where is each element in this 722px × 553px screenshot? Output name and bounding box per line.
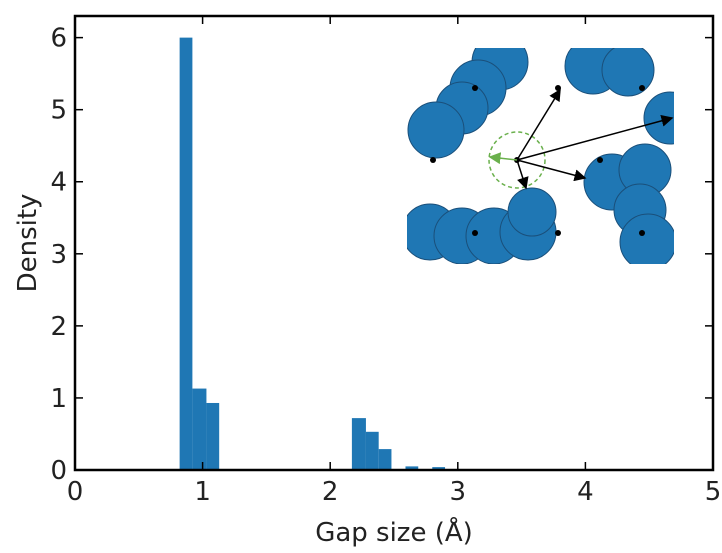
y-tick-label: 3 bbox=[50, 240, 67, 270]
bars bbox=[179, 37, 446, 470]
bar bbox=[179, 37, 193, 470]
y-tick-label: 0 bbox=[50, 456, 67, 486]
x-tick-label: 0 bbox=[67, 477, 84, 507]
bar bbox=[206, 402, 220, 470]
y-tick-label: 5 bbox=[50, 96, 67, 126]
bar bbox=[432, 467, 446, 470]
plot-frame bbox=[73, 14, 715, 472]
y-tick-label: 6 bbox=[50, 24, 67, 54]
x-tick-label: 5 bbox=[705, 477, 722, 507]
y-tick-label: 1 bbox=[50, 384, 67, 414]
bar bbox=[365, 431, 379, 470]
y-axis-label: Density bbox=[13, 194, 43, 293]
y-tick-label: 4 bbox=[50, 168, 67, 198]
y-tick-label: 2 bbox=[50, 312, 67, 342]
x-tick-label: 2 bbox=[322, 477, 339, 507]
x-axis-label: Gap size (Å) bbox=[315, 516, 473, 548]
bar bbox=[351, 418, 366, 470]
x-tick-label: 4 bbox=[577, 477, 594, 507]
inset-illustration bbox=[407, 48, 674, 264]
bar bbox=[405, 466, 419, 470]
bar bbox=[192, 388, 207, 470]
bar bbox=[378, 449, 392, 470]
x-tick-label: 3 bbox=[450, 477, 467, 507]
x-tick-label: 1 bbox=[194, 477, 211, 507]
